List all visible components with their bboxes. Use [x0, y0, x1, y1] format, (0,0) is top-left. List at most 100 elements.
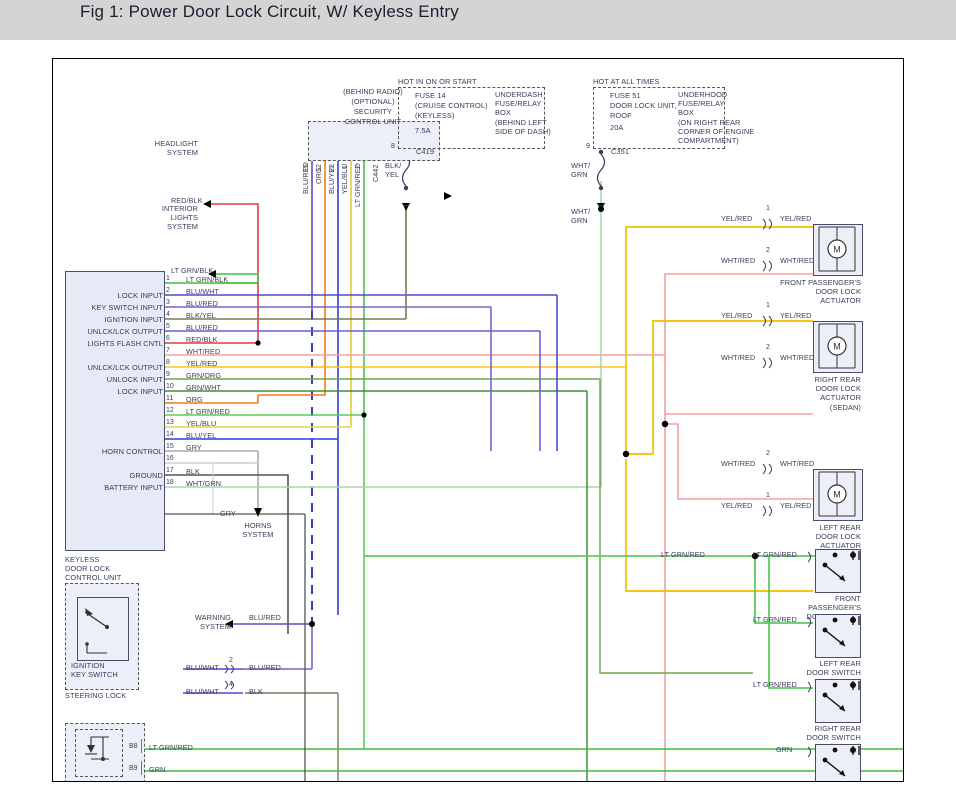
keyless-control-unit-box	[65, 271, 165, 551]
sec-pin-2-label: LT GRN/RED	[353, 163, 362, 207]
fuse-right-box	[593, 87, 725, 149]
headlight-system-label: HEADLIGHT SYSTEM	[154, 139, 198, 158]
svg-text:M: M	[833, 342, 841, 352]
keyless-pin-number-8: 8	[166, 359, 170, 366]
door-switch-3-right-wire: GRN	[776, 745, 793, 754]
door-switch-symbol-0	[822, 551, 860, 582]
keyless-pin-number-1: 1	[166, 275, 170, 282]
bottom-row1-wire: GRN	[149, 765, 166, 774]
junction-dots	[255, 206, 759, 627]
fuse-right-pin: 9	[586, 143, 590, 150]
steering-row1-left-wire: BLU/WHT	[186, 687, 220, 696]
page-title: Fig 1: Power Door Lock Circuit, W/ Keyle…	[80, 2, 459, 21]
steering-connector-chevrons	[224, 664, 234, 690]
keyless-pin-function-9: UNLOCK INPUT	[106, 375, 163, 384]
sec-pin-no-15: 15	[303, 164, 310, 172]
door-switch-2-right-wire: LT GRN/RED	[753, 680, 797, 689]
bottom-row0-pin: B8	[129, 743, 138, 750]
door-switch-1-connector	[807, 616, 811, 628]
keyless-pin-wire-17: BLK	[186, 467, 200, 476]
steering-row0-right-wire: BLU/RED	[249, 663, 281, 672]
fuse-right-desc1: DOOR LOCK UNIT,	[610, 101, 677, 110]
security-unit-line1: (BEHIND RADIO)	[343, 87, 403, 96]
ignition-key-switch-box[interactable]	[77, 597, 129, 661]
actuator-1-right-wire-2: WHT/RED	[780, 353, 815, 362]
keyless-pin-wire-9: GRN/ORG	[186, 371, 222, 380]
actuator-0-connector-2	[762, 260, 772, 272]
security-unit-line2: (OPTIONAL)	[351, 97, 395, 106]
keyless-pin-wire-6: RED/BLK	[186, 335, 218, 344]
actuator-0-right-wire-1: YEL/RED	[780, 214, 812, 223]
door-switch-1-right-wire: LT GRN/RED	[753, 615, 797, 624]
bottom-module-outer-box	[65, 723, 145, 781]
motor-symbol-2: M	[818, 471, 856, 517]
bottom-row0-wire: LT GRN/RED	[149, 743, 193, 752]
sec-pin-no-1: 1	[342, 165, 349, 169]
keyless-pin-wire-15: GRY	[186, 443, 202, 452]
actuator-0-right-wire-2: WHT/RED	[780, 256, 815, 265]
ignition-switch-symbol	[84, 608, 109, 654]
keyless-pin-number-3: 3	[166, 299, 170, 306]
keyless-pin-wire-12: LT GRN/RED	[186, 407, 230, 416]
steering-row0-pin: 2	[229, 657, 233, 664]
keyless-pin-number-4: 4	[166, 311, 170, 318]
horns-system-label: HORNS SYSTEM	[242, 521, 274, 540]
actuator-1-right-wire-1: YEL/RED	[780, 311, 812, 320]
keyless-pin-number-11: 11	[166, 395, 174, 402]
keyless-pin-function-6: LIGHTS FLASH CNTL	[87, 339, 163, 348]
keyless-pin-number-14: 14	[166, 431, 174, 438]
keyless-pin-wire-8: YEL/RED	[186, 359, 218, 368]
door-switch-0-left-wire: LT GRN/RED	[661, 550, 705, 559]
keyless-pin-function-5: UNLCK/LCK OUTPUT	[87, 327, 163, 336]
fuse-left-wire: BLK/ YEL	[385, 161, 402, 180]
flow-arrows	[203, 192, 605, 628]
ignition-key-switch-label: IGNITION KEY SWITCH	[71, 661, 118, 680]
svg-text:M: M	[833, 245, 841, 255]
keyless-pin-function-15: HORN CONTROL	[101, 447, 163, 456]
fuse-right-header: HOT AT ALL TIMES	[593, 77, 660, 86]
fuse-left-desc1: (CRUISE CONTROL)	[415, 101, 488, 110]
actuator-2-right-wire-1: YEL/RED	[780, 501, 812, 510]
bottom-divider-1	[141, 739, 142, 753]
actuator-1-left-wire-1: YEL/RED	[721, 311, 753, 320]
keyless-pin-wire-2: BLU/WHT	[186, 287, 220, 296]
title-bar: Fig 1: Power Door Lock Circuit, W/ Keyle…	[0, 0, 956, 40]
door-switch-2-connector	[807, 681, 811, 693]
keyless-pin-wire-10: GRN/WHT	[186, 383, 222, 392]
diode-symbol	[85, 736, 109, 761]
actuator-0-connector-1	[762, 218, 772, 230]
interior-lights-label: INTERIOR LIGHTS SYSTEM	[161, 204, 198, 232]
actuator-2-connector-2	[762, 463, 772, 475]
fuse-right-desc2: ROOF	[610, 111, 632, 120]
keyless-pin-wire-3: BLU/RED	[186, 299, 218, 308]
warning-wire-label: BLU/RED	[249, 613, 281, 622]
keyless-pin-number-2: 2	[166, 287, 170, 294]
sec-pin-no-22: 22	[329, 164, 336, 172]
wiring-diagram-frame: (BEHIND RADIO) (OPTIONAL) SECURITY CONTR…	[52, 58, 904, 782]
sec-connector-c442: C442	[371, 164, 380, 182]
keyless-pin-number-5: 5	[166, 323, 170, 330]
fuse-right-boxname: UNDERHOOD FUSE/RELAY BOX (ON RIGHT REAR …	[678, 90, 755, 146]
steering-row0-left-wire: BLU/WHT	[186, 663, 220, 672]
sec-pin-no-2: 2	[355, 165, 362, 169]
keyless-pin-number-16: 16	[166, 455, 174, 462]
sec-pin-no-12: 12	[316, 164, 323, 172]
keyless-pin-wire-5: BLU/RED	[186, 323, 218, 332]
actuator-1-pin-2: 2	[766, 344, 770, 351]
keyless-pin-number-9: 9	[166, 371, 170, 378]
door-switch-symbol-3	[822, 746, 860, 777]
fuse-left-box	[398, 87, 545, 149]
fuse-left-name: FUSE 14	[415, 91, 446, 100]
actuator-1-connector-1	[762, 315, 772, 327]
actuator-name-1: RIGHT REAR DOOR LOCK ACTUATOR (SEDAN)	[814, 375, 861, 412]
motor-symbol-1: M	[818, 323, 856, 369]
keyless-pin-wire-7: WHT/RED	[186, 347, 221, 356]
wiring-canvas	[135, 149, 903, 781]
interior-lights-wire-label: LT GRN/BLK	[171, 266, 214, 275]
keyless-pin-wire-11: ORG	[186, 395, 203, 404]
keyless-pin-number-15: 15	[166, 443, 174, 450]
steering-lock-caption: STEERING LOCK	[65, 691, 127, 700]
bottom-divider-2	[141, 761, 142, 775]
horn-wire-label: GRY	[220, 509, 236, 518]
door-switch-3-connector	[807, 746, 811, 758]
